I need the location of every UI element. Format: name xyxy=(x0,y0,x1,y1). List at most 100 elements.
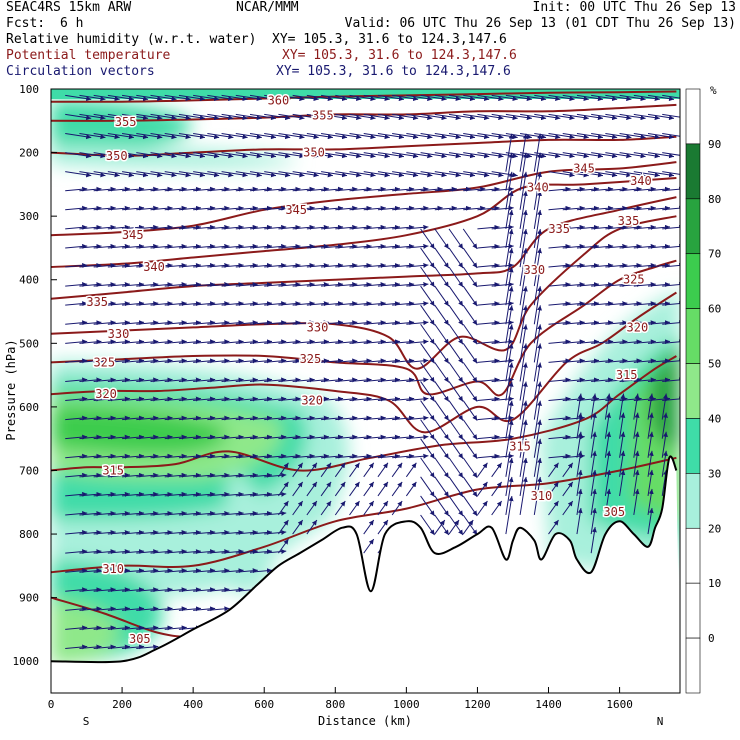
circulation-vector xyxy=(93,606,116,612)
circulation-vector xyxy=(434,381,450,402)
circulation-vector xyxy=(121,113,149,121)
circulation-vector xyxy=(420,343,435,364)
circulation-vector xyxy=(591,320,614,326)
circulation-vector xyxy=(178,415,201,421)
circulation-vector xyxy=(377,320,400,326)
circulation-vector xyxy=(533,305,542,344)
circulation-vector xyxy=(122,186,145,192)
circulation-vector xyxy=(207,587,230,593)
circulation-vector xyxy=(306,320,329,326)
circulation-vector xyxy=(150,377,173,383)
circulation-vector xyxy=(491,94,518,102)
theta-label: 335 xyxy=(618,214,640,228)
circulation-vector xyxy=(164,549,187,555)
circulation-vector xyxy=(619,469,626,496)
circulation-vector xyxy=(377,301,400,307)
circulation-vector xyxy=(150,113,177,121)
circulation-vector xyxy=(107,339,130,345)
circulation-vector xyxy=(221,510,244,516)
circulation-vector xyxy=(278,282,301,288)
circulation-vector xyxy=(164,606,187,612)
y-tick-label: 1000 xyxy=(13,655,40,668)
circulation-vector xyxy=(434,171,461,178)
circulation-vector xyxy=(534,94,561,102)
circulation-vector xyxy=(107,644,130,650)
colorbar-tick-label: 10 xyxy=(708,577,721,590)
circulation-vector xyxy=(576,133,604,140)
circulation-vector xyxy=(519,286,528,325)
circulation-vector xyxy=(519,381,528,420)
circulation-vector xyxy=(406,133,433,140)
circulation-vector xyxy=(505,381,514,420)
circulation-vector xyxy=(249,377,273,383)
circulation-vector xyxy=(221,549,244,555)
circulation-vector xyxy=(377,171,405,178)
circulation-vector xyxy=(448,362,464,383)
circulation-vector xyxy=(377,396,400,402)
circulation-vector xyxy=(335,320,358,326)
circulation-vector xyxy=(477,205,500,211)
circulation-vector xyxy=(292,171,319,178)
circulation-vector xyxy=(122,358,145,364)
circulation-vector xyxy=(207,94,234,102)
y-tick-label: 300 xyxy=(19,210,39,223)
circulation-vector xyxy=(193,113,220,121)
circulation-vector xyxy=(278,538,289,554)
circulation-vector xyxy=(533,190,542,229)
circulation-vector xyxy=(107,186,130,192)
circulation-vector xyxy=(562,186,585,192)
circulation-vector xyxy=(79,113,106,121)
circulation-vector xyxy=(520,152,547,159)
circulation-vector xyxy=(662,171,680,175)
circulation-vector xyxy=(65,606,88,612)
circulation-vector xyxy=(590,469,597,496)
circulation-vector xyxy=(519,133,528,172)
circulation-vector xyxy=(420,495,435,517)
circulation-vector xyxy=(235,94,262,102)
circulation-vector xyxy=(122,377,145,383)
circulation-vector xyxy=(264,358,287,364)
circulation-vector xyxy=(448,419,464,440)
circulation-vector xyxy=(292,453,315,459)
circulation-vector xyxy=(477,377,500,383)
circulation-vector xyxy=(406,453,429,459)
circulation-vector xyxy=(221,377,244,383)
colorbar-tick-label: 40 xyxy=(708,412,721,425)
circulation-vector xyxy=(520,94,547,102)
circulation-vector xyxy=(420,285,435,307)
circulation-vector xyxy=(647,262,671,268)
circulation-vector xyxy=(392,282,415,288)
circulation-vector xyxy=(519,209,528,249)
circulation-vector xyxy=(107,205,130,211)
circulation-vector xyxy=(604,488,612,516)
circulation-vector xyxy=(647,488,654,516)
circulation-vector xyxy=(377,462,389,478)
circulation-vector xyxy=(65,510,88,516)
circulation-vector xyxy=(533,457,542,496)
circulation-vector xyxy=(462,381,478,402)
circulation-vector xyxy=(221,224,244,230)
circulation-vector xyxy=(392,205,415,211)
circulation-vector xyxy=(178,243,201,249)
circulation-vector xyxy=(178,113,206,121)
circulation-vector xyxy=(392,171,419,178)
circulation-vector xyxy=(477,224,500,230)
theta-label: 345 xyxy=(122,228,144,242)
circulation-vector xyxy=(335,434,358,440)
circulation-vector xyxy=(193,453,216,459)
colorbar-band xyxy=(685,308,701,364)
circulation-vector xyxy=(391,481,403,497)
circulation-vector xyxy=(576,152,604,159)
circulation-vector xyxy=(477,500,488,516)
circulation-vector xyxy=(349,186,372,192)
circulation-vector xyxy=(477,339,500,345)
forecast-label: Fcst: xyxy=(6,16,46,31)
circulation-vector xyxy=(278,171,305,178)
circulation-vector xyxy=(562,500,574,516)
circulation-vector xyxy=(292,262,315,268)
circulation-vector xyxy=(193,358,216,364)
circulation-vector xyxy=(207,243,230,249)
circulation-vector xyxy=(136,377,159,383)
circulation-vector xyxy=(562,481,574,497)
field-rh-xy: XY= 105.3, 31.6 to 124.3,147.6 xyxy=(272,32,507,47)
